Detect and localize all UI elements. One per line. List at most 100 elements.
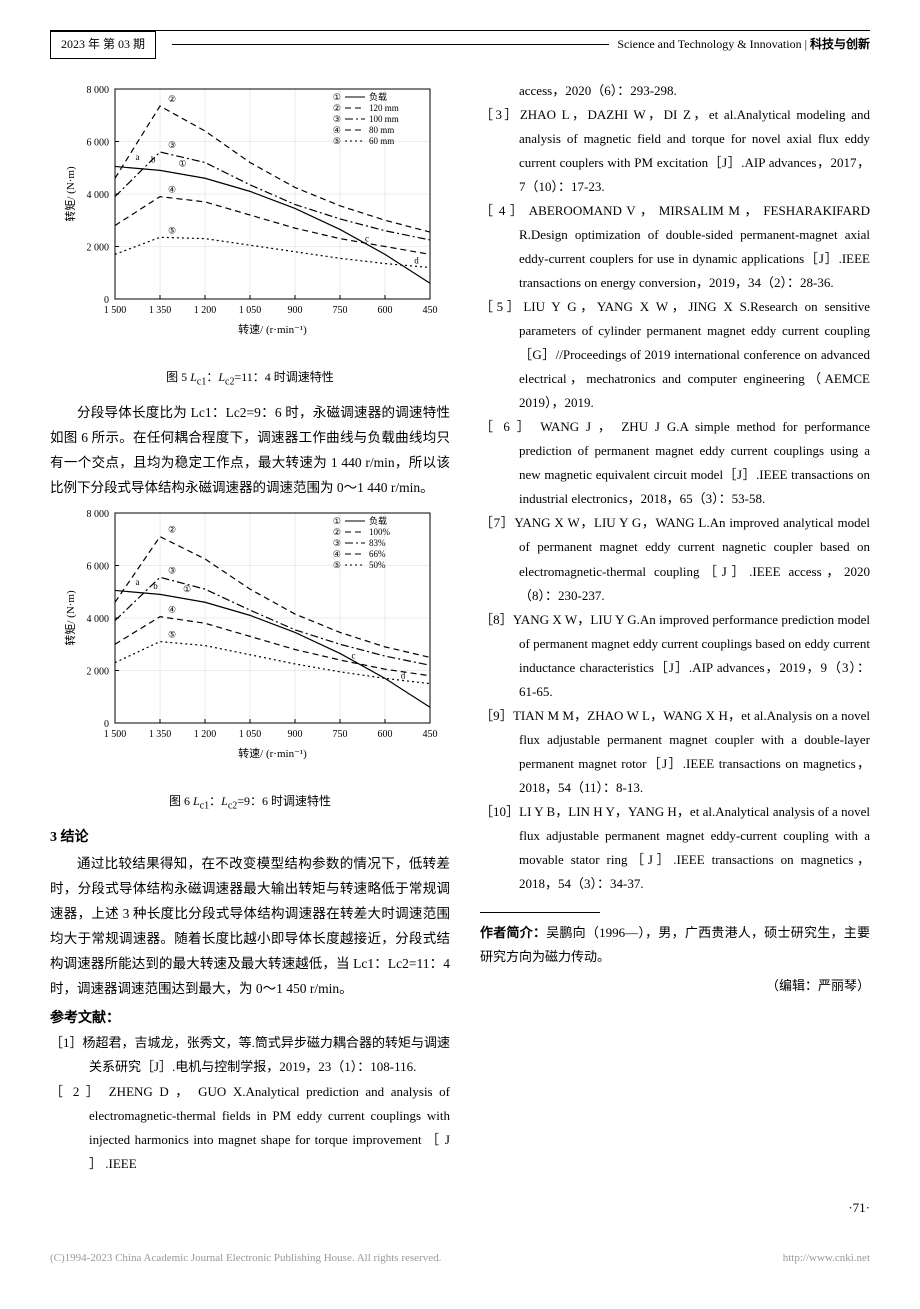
page-number: ·71·	[50, 1196, 870, 1219]
svg-text:80 mm: 80 mm	[369, 125, 394, 135]
svg-text:4 000: 4 000	[87, 190, 110, 201]
svg-text:①: ①	[333, 516, 341, 526]
svg-text:①: ①	[183, 584, 191, 594]
svg-text:6 000: 6 000	[87, 561, 110, 572]
svg-text:60 mm: 60 mm	[369, 136, 394, 146]
svg-text:750: 750	[333, 305, 348, 316]
svg-text:②: ②	[168, 524, 176, 534]
reference-item: ［10］LI Y B，LIN H Y，YANG H，et al.Analytic…	[480, 800, 870, 896]
svg-text:⑤: ⑤	[333, 560, 341, 570]
svg-text:100%: 100%	[369, 527, 391, 537]
svg-text:②: ②	[168, 94, 176, 104]
figure-5-chart: 02 0004 0006 0008 0001 5001 3501 2001 05…	[60, 79, 440, 359]
svg-text:④: ④	[333, 549, 341, 559]
two-column-layout: 02 0004 0006 0008 0001 5001 3501 2001 05…	[50, 79, 870, 1176]
reference-item: ［ 6 ］ WANG J ， ZHU J G.A simple method f…	[480, 415, 870, 511]
svg-text:⑤: ⑤	[333, 136, 341, 146]
reference-item: ［1］杨超君，吉城龙，张秀文，等.筒式异步磁力耦合器的转矩与调速关系研究［J］.…	[50, 1031, 450, 1079]
header-divider	[172, 44, 609, 45]
svg-text:④: ④	[168, 605, 176, 615]
svg-text:①: ①	[178, 158, 186, 168]
svg-text:d: d	[401, 670, 406, 680]
svg-text:③: ③	[168, 140, 176, 150]
svg-text:83%: 83%	[369, 538, 386, 548]
svg-text:③: ③	[333, 538, 341, 548]
svg-text:负载: 负载	[369, 515, 387, 526]
editor-line: （编辑：严丽琴）	[480, 974, 870, 997]
reference-item: access，2020（6）：293-298.	[480, 79, 870, 103]
journal-en: Science and Technology & Innovation	[617, 37, 801, 51]
footer-url: http://www.cnki.net	[783, 1249, 870, 1269]
right-column: access，2020（6）：293-298.［3］ZHAO L，DAZHI W…	[480, 79, 870, 1176]
author-info: 作者简介：吴鹏向（1996—），男，广西贵港人，硕士研究生，主要研究方向为磁力传…	[480, 921, 870, 968]
figure-5-caption: 图 5 Lc1：Lc2=11：4 时调速特性	[50, 367, 450, 391]
footer: (C)1994-2023 China Academic Journal Elec…	[50, 1249, 870, 1269]
svg-text:1 200: 1 200	[194, 729, 217, 740]
svg-text:②: ②	[333, 103, 341, 113]
svg-text:a: a	[136, 151, 140, 161]
svg-text:⑤: ⑤	[168, 629, 176, 639]
svg-text:1 050: 1 050	[239, 305, 262, 316]
svg-text:50%: 50%	[369, 560, 386, 570]
svg-text:900: 900	[288, 305, 303, 316]
svg-text:c: c	[365, 233, 369, 243]
svg-text:1 350: 1 350	[149, 729, 172, 740]
section-3-heading: 3 结论	[50, 825, 450, 850]
svg-text:b: b	[151, 154, 156, 164]
author-label: 作者简介：	[480, 925, 546, 940]
chart6-svg: 02 0004 0006 0008 0001 5001 3501 2001 05…	[60, 503, 440, 763]
svg-text:1 500: 1 500	[104, 729, 127, 740]
svg-text:④: ④	[333, 125, 341, 135]
svg-text:100 mm: 100 mm	[369, 114, 399, 124]
svg-text:450: 450	[423, 305, 438, 316]
svg-text:转速/ (r·min⁻¹): 转速/ (r·min⁻¹)	[238, 746, 307, 760]
reference-item: ［5］LIU Y G，YANG X W，JING X S.Research on…	[480, 295, 870, 415]
reference-item: ［7］YANG X W，LIU Y G，WANG L.An improved a…	[480, 511, 870, 607]
fig5-prefix: 图 5	[166, 370, 190, 384]
svg-text:600: 600	[378, 729, 393, 740]
svg-text:1 350: 1 350	[149, 305, 172, 316]
svg-text:①: ①	[333, 92, 341, 102]
svg-text:⑤: ⑤	[168, 225, 176, 235]
svg-text:b: b	[153, 581, 158, 591]
svg-text:1 200: 1 200	[194, 305, 217, 316]
author-divider	[480, 912, 600, 913]
reference-item: ［8］YANG X W，LIU Y G.An improved performa…	[480, 608, 870, 704]
svg-text:③: ③	[333, 114, 341, 124]
reference-item: ［ 2 ］ ZHENG D ， GUO X.Analytical predict…	[50, 1080, 450, 1176]
svg-text:转矩/ (N·m): 转矩/ (N·m)	[63, 166, 77, 222]
svg-text:8 000: 8 000	[87, 509, 110, 520]
paragraph-2: 通过比较结果得知，在不改变模型结构参数的情况下，低转差时，分段式导体结构永磁调速…	[50, 852, 450, 1002]
paragraph-1: 分段导体长度比为 Lc1：Lc2=9：6 时，永磁调速器的调速特性如图 6 所示…	[50, 401, 450, 501]
svg-text:转速/ (r·min⁻¹): 转速/ (r·min⁻¹)	[238, 322, 307, 336]
journal-cn: 科技与创新	[810, 37, 870, 51]
svg-text:②: ②	[333, 527, 341, 537]
references-right: access，2020（6）：293-298.［3］ZHAO L，DAZHI W…	[480, 79, 870, 897]
svg-text:6 000: 6 000	[87, 137, 110, 148]
fig6-prefix: 图 6	[169, 794, 193, 808]
references-heading: 参考文献：	[50, 1006, 450, 1031]
journal-title: Science and Technology & Innovation | 科技…	[617, 34, 870, 56]
left-column: 02 0004 0006 0008 0001 5001 3501 2001 05…	[50, 79, 450, 1176]
reference-item: ［ 4 ］ ABEROOMAND V ， MIRSALIM M ， FESHAR…	[480, 199, 870, 295]
figure-6-chart: 02 0004 0006 0008 0001 5001 3501 2001 05…	[60, 503, 440, 783]
footer-copyright: (C)1994-2023 China Academic Journal Elec…	[50, 1249, 441, 1269]
svg-text:2 000: 2 000	[87, 666, 110, 677]
svg-text:③: ③	[168, 565, 176, 575]
svg-text:66%: 66%	[369, 549, 386, 559]
svg-text:750: 750	[333, 729, 348, 740]
svg-text:600: 600	[378, 305, 393, 316]
references-left: ［1］杨超君，吉城龙，张秀文，等.筒式异步磁力耦合器的转矩与调速关系研究［J］.…	[50, 1031, 450, 1175]
page-header: 2023 年 第 03 期 Science and Technology & I…	[50, 30, 870, 59]
svg-text:a: a	[136, 577, 140, 587]
svg-text:④: ④	[168, 184, 176, 194]
svg-text:负载: 负载	[369, 91, 387, 102]
reference-item: ［3］ZHAO L，DAZHI W，DI Z，et al.Analytical …	[480, 103, 870, 199]
svg-text:d: d	[414, 255, 419, 265]
svg-text:转矩/ (N·m): 转矩/ (N·m)	[63, 590, 77, 646]
svg-text:2 000: 2 000	[87, 242, 110, 253]
svg-text:900: 900	[288, 729, 303, 740]
chart5-svg: 02 0004 0006 0008 0001 5001 3501 2001 05…	[60, 79, 440, 339]
svg-text:8 000: 8 000	[87, 85, 110, 96]
svg-text:120 mm: 120 mm	[369, 103, 399, 113]
